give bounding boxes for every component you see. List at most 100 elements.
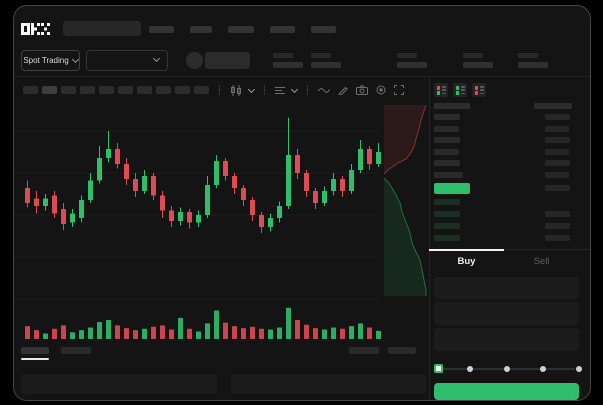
timeframe-button[interactable] <box>175 86 190 94</box>
chevron-down-icon <box>290 85 299 93</box>
timeframe-button[interactable] <box>61 86 76 94</box>
divider <box>429 77 430 400</box>
chart-footer-control[interactable] <box>388 347 416 354</box>
stat-value-bar <box>518 62 548 68</box>
timeframe-button[interactable] <box>137 86 152 94</box>
stat-value-bar <box>273 62 303 68</box>
amount-slider[interactable] <box>434 362 582 376</box>
toggle-lines-column <box>479 86 484 95</box>
timeframe-button[interactable] <box>23 86 38 94</box>
draw-icon[interactable] <box>338 85 348 95</box>
pair-selector-dropdown[interactable] <box>86 50 168 71</box>
chart-footer-control[interactable] <box>349 347 379 354</box>
ask-row-amount <box>545 125 569 132</box>
toggle-lines-column <box>441 86 446 95</box>
timeframe-button[interactable] <box>99 86 114 94</box>
toolbar-separator <box>264 85 265 95</box>
orderbook-view-toggle[interactable] <box>472 83 486 97</box>
stat-label-bar <box>311 53 331 58</box>
fullscreen-icon[interactable] <box>394 85 404 95</box>
snapshot-icon[interactable] <box>356 85 368 95</box>
ask-row-price[interactable] <box>434 160 460 167</box>
slider-stop[interactable] <box>539 366 546 372</box>
app-window: Spot Trading <box>13 5 591 401</box>
ask-row-price[interactable] <box>434 148 459 155</box>
orderbook-view-toggle[interactable] <box>434 83 448 97</box>
bid-row-amount <box>545 223 570 229</box>
tab-sell-label: Sell <box>533 256 550 267</box>
toggle-color-column <box>436 85 440 95</box>
bid-row-price[interactable] <box>434 211 460 217</box>
bid-row-price[interactable] <box>434 235 460 241</box>
active-tab-underline <box>21 358 49 360</box>
bid-row-price[interactable] <box>434 199 460 205</box>
slider-handle[interactable] <box>434 363 443 373</box>
tab-sell[interactable]: Sell <box>504 250 579 274</box>
orderbook-view-toggle[interactable] <box>453 83 467 97</box>
chevron-down-icon <box>152 54 161 63</box>
chart-toolbar <box>23 83 408 97</box>
last-price-row[interactable] <box>434 183 470 194</box>
nav-item[interactable] <box>270 26 295 33</box>
tab-buy[interactable]: Buy <box>429 249 504 274</box>
tab-buy-label: Buy <box>457 256 476 267</box>
order-side-tabs: Buy Sell <box>429 249 590 274</box>
candle-style-icon[interactable] <box>230 84 256 96</box>
ask-row-price[interactable] <box>434 114 460 120</box>
slider-stop[interactable] <box>576 366 582 372</box>
order-form-field[interactable] <box>434 302 579 325</box>
ask-row-price[interactable] <box>434 172 463 178</box>
order-form-field[interactable] <box>434 277 579 299</box>
depth-chart <box>383 99 428 296</box>
bid-row-price[interactable] <box>434 223 460 229</box>
ask-row-price[interactable] <box>434 125 459 132</box>
bottom-panel <box>231 374 426 394</box>
ask-row-amount <box>545 160 570 167</box>
ticker-stat <box>311 53 341 68</box>
chart-bottom-tab[interactable] <box>61 347 91 354</box>
pair-coin-icon <box>186 52 203 69</box>
nav-item[interactable] <box>190 26 212 33</box>
chevron-down-icon <box>71 55 79 64</box>
candlestick-chart[interactable] <box>14 99 429 345</box>
slider-stop[interactable] <box>467 366 474 372</box>
market-type-label: Spot Trading <box>23 56 69 65</box>
chart-bottom-tab-active[interactable] <box>21 347 49 354</box>
order-form-field[interactable] <box>434 328 579 351</box>
ticker-stat <box>518 53 548 68</box>
timeframe-button[interactable] <box>42 86 57 94</box>
nav-item[interactable] <box>149 26 174 33</box>
buy-submit-button[interactable] <box>434 383 579 400</box>
market-type-dropdown[interactable]: Spot Trading <box>21 50 80 71</box>
ticker-stat <box>463 53 493 68</box>
slider-stop[interactable] <box>503 366 510 372</box>
orderbook-header-amount <box>534 103 572 109</box>
line-tool-icon[interactable] <box>318 86 330 94</box>
timeframe-button[interactable] <box>80 86 95 94</box>
timeframe-button[interactable] <box>118 86 133 94</box>
interval-icon[interactable] <box>275 85 299 95</box>
divider <box>14 76 590 77</box>
bottom-panel <box>21 374 217 394</box>
nav-item[interactable] <box>228 26 254 33</box>
ticker-stat <box>397 53 427 68</box>
last-price-display <box>205 52 250 69</box>
stat-label-bar <box>397 53 417 58</box>
nav-item[interactable] <box>311 26 336 33</box>
orderbook-view-toggles <box>434 83 486 97</box>
toolbar-separator <box>307 85 308 95</box>
okx-logo[interactable] <box>21 23 50 35</box>
ask-row-amount <box>545 172 569 178</box>
stat-value-bar <box>311 62 341 68</box>
toggle-lines-column <box>460 86 465 95</box>
ask-row-amount <box>545 148 569 155</box>
chart-area <box>14 99 429 345</box>
timeframe-button[interactable] <box>156 86 171 94</box>
settings-icon[interactable] <box>376 85 386 95</box>
ask-row-price[interactable] <box>434 137 460 144</box>
toggle-color-column <box>474 85 478 95</box>
orderbook-header-price <box>434 103 470 109</box>
search-input[interactable] <box>63 21 141 36</box>
timeframe-button[interactable] <box>194 86 209 94</box>
ask-row-amount <box>545 137 570 144</box>
